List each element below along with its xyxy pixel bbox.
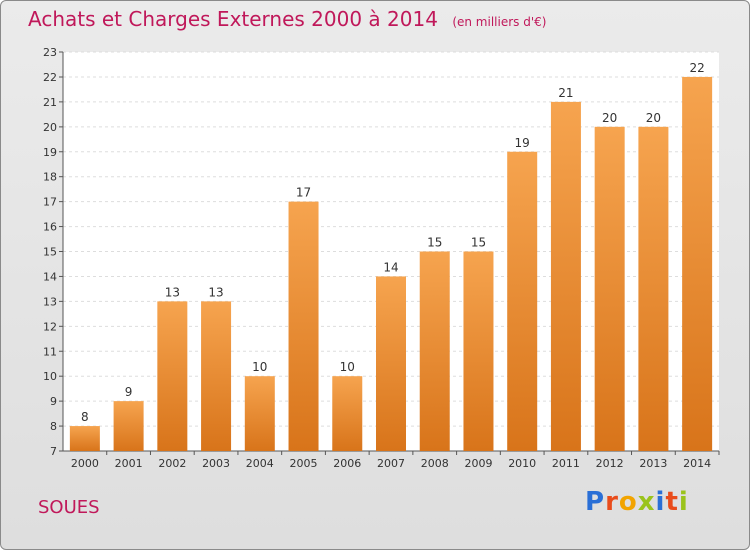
data-label-2012: 20 [602, 111, 617, 125]
y-tick-label: 14 [43, 270, 57, 283]
bar-2006 [332, 376, 363, 451]
data-label-2000: 8 [81, 410, 89, 424]
y-tick-label: 10 [43, 370, 57, 383]
bar-2013 [638, 126, 669, 451]
data-label-2011: 21 [558, 86, 573, 100]
x-tick-label-2011: 2011 [552, 457, 580, 470]
y-tick-label: 11 [43, 345, 57, 358]
logo-letter: r [605, 487, 619, 517]
bar-2009 [463, 251, 494, 451]
bar-2001 [113, 401, 144, 451]
x-tick-label-2013: 2013 [639, 457, 667, 470]
y-tick-label: 7 [50, 445, 57, 458]
data-label-2007: 14 [383, 260, 398, 274]
y-tick-label: 16 [43, 221, 57, 234]
data-label-2002: 13 [165, 285, 180, 299]
logo-letter: P [585, 487, 606, 517]
bar-2004 [244, 376, 275, 451]
y-tick-label: 17 [43, 196, 57, 209]
x-tick-label-2000: 2000 [71, 457, 99, 470]
bar-2003 [201, 301, 232, 451]
chart-unit-label: (en milliers d'€) [452, 15, 547, 29]
logo-letter: t [665, 487, 679, 517]
logo-letter: x [637, 487, 656, 517]
commune-name: SOUES [38, 497, 100, 518]
data-label-2006: 10 [340, 360, 355, 374]
logo-letter: i [678, 487, 689, 517]
chart-title: Achats et Charges Externes 2000 à 2014 (… [28, 7, 546, 31]
bar-2010 [507, 151, 538, 451]
data-label-2003: 13 [208, 285, 223, 299]
x-tick-label-2002: 2002 [158, 457, 186, 470]
data-label-2004: 10 [252, 360, 267, 374]
x-tick-label-2001: 2001 [115, 457, 143, 470]
y-tick-label: 15 [43, 246, 57, 259]
x-tick-label-2009: 2009 [464, 457, 492, 470]
y-tick-label: 8 [50, 420, 57, 433]
x-tick-label-2007: 2007 [377, 457, 405, 470]
data-label-2009: 15 [471, 236, 486, 250]
bar-2011 [550, 101, 581, 451]
bar-2005 [288, 201, 319, 451]
x-tick-label-2014: 2014 [683, 457, 711, 470]
y-tick-label: 22 [43, 71, 57, 84]
x-tick-label-2005: 2005 [290, 457, 318, 470]
x-tick-label-2004: 2004 [246, 457, 274, 470]
bar-2002 [157, 301, 188, 451]
bar-2012 [594, 126, 625, 451]
y-tick-label: 21 [43, 96, 57, 109]
bar-2007 [376, 276, 406, 451]
data-label-2001: 9 [125, 385, 133, 399]
data-label-2008: 15 [427, 236, 442, 250]
proxiti-logo: Proxiti [585, 487, 689, 517]
x-tick-label-2003: 2003 [202, 457, 230, 470]
data-label-2014: 22 [689, 61, 704, 75]
logo-letter: o [618, 487, 638, 517]
y-tick-label: 13 [43, 295, 57, 308]
x-tick-label-2012: 2012 [596, 457, 624, 470]
x-tick-label-2010: 2010 [508, 457, 536, 470]
bar-2008 [419, 251, 450, 451]
y-tick-label: 9 [50, 395, 57, 408]
y-tick-label: 12 [43, 320, 57, 333]
bar-2014 [682, 76, 713, 451]
y-tick-label: 19 [43, 146, 57, 159]
data-label-2005: 17 [296, 186, 311, 200]
logo-letter: i [655, 487, 666, 517]
bar-2000 [69, 426, 100, 451]
y-tick-label: 23 [43, 46, 57, 59]
data-label-2010: 19 [515, 136, 530, 150]
data-label-2013: 20 [646, 111, 661, 125]
y-tick-label: 18 [43, 171, 57, 184]
x-tick-label-2006: 2006 [333, 457, 361, 470]
chart-title-text: Achats et Charges Externes 2000 à 2014 [28, 7, 438, 31]
x-tick-label-2008: 2008 [421, 457, 449, 470]
y-tick-label: 20 [43, 121, 57, 134]
